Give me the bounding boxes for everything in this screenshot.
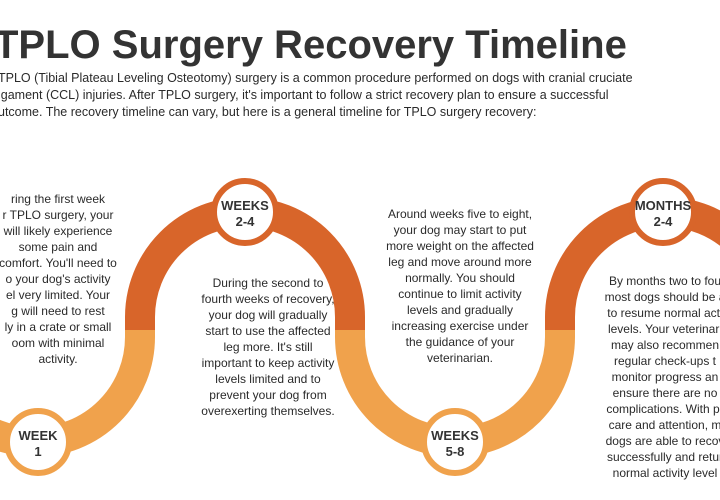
stage-text: may also recommen: [611, 338, 719, 352]
stage-text: Around weeks five to eight,: [388, 207, 532, 221]
stage-label: WEEKS: [221, 198, 269, 213]
stage-label: WEEKS: [431, 428, 479, 443]
intro-line: igament (CCL) injuries. After TPLO surge…: [0, 88, 609, 102]
stage-text: overexerting themselves.: [201, 404, 334, 418]
stage-label: MONTHS: [635, 198, 692, 213]
stage-text: prevent your dog from: [209, 388, 326, 402]
stage-text: normally. You should: [405, 271, 515, 285]
stage-text: your dog will gradually: [209, 308, 328, 322]
stage-text: ly in a crate or small: [5, 320, 112, 334]
stage-text: comfort. You'll need to: [0, 256, 117, 270]
stage-text: ensure there are no: [613, 386, 718, 400]
stage-text: the guidance of your: [406, 335, 515, 349]
stage-text: will likely experience: [3, 224, 113, 238]
stage-badge: [629, 178, 697, 246]
stage-badge: [211, 178, 279, 246]
stage-text: increasing exercise under: [392, 319, 529, 333]
stage-text: more weight on the affected: [386, 239, 534, 253]
stage-text: levels. Your veterinari: [608, 322, 720, 336]
intro-line: TPLO (Tibial Plateau Leveling Osteotomy)…: [0, 71, 633, 85]
stage-text: some pain and: [19, 240, 98, 254]
stage-text: start to use the affected: [205, 324, 330, 338]
stage-text: to resume normal acti: [607, 306, 720, 320]
stage-label: 1: [34, 444, 41, 459]
stage-text: o your dog's activity: [5, 272, 110, 286]
stage-label: 2-4: [236, 214, 256, 229]
stage-text: By months two to fou: [609, 274, 720, 288]
stage-text: During the second to: [213, 276, 324, 290]
stage-text: most dogs should be a: [605, 290, 720, 304]
stage-text: leg and move around more: [388, 255, 532, 269]
stage-text: continue to limit activity: [398, 287, 521, 301]
stage-text: levels and gradually: [407, 303, 513, 317]
stage-text: veterinarian.: [427, 351, 493, 365]
stage-badge: [4, 408, 72, 476]
stage-text: monitor progress an: [612, 370, 719, 384]
stage-label: 5-8: [446, 444, 465, 459]
stage-text: your dog may start to put: [394, 223, 527, 237]
stage-text: important to keep activity: [202, 356, 335, 370]
intro-line: utcome. The recovery timeline can vary, …: [0, 105, 536, 119]
stage-text: oom with minimal: [12, 336, 105, 350]
stage-text: care and attention, m: [609, 418, 720, 432]
stage-text: g will need to rest: [11, 304, 105, 318]
stage-label: WEEK: [19, 428, 59, 443]
stage-text: fourth weeks of recovery,: [201, 292, 334, 306]
stage-text: leg more. It's still: [224, 340, 313, 354]
stage-text: r TPLO surgery, your: [3, 208, 114, 222]
stage-text: el very limited. Your: [6, 288, 110, 302]
stage-text: complications. With pr: [606, 402, 720, 416]
stage-badge: [421, 408, 489, 476]
stage-text: regular check-ups t: [614, 354, 717, 368]
stage-text: successfully and retur: [607, 450, 720, 464]
stage-text: levels limited and to: [215, 372, 321, 386]
stage-text: normal activity level: [613, 466, 718, 480]
stage-text: ring the first week: [11, 192, 106, 206]
timeline-wave: [0, 197, 720, 457]
stage-label: 2-4: [654, 214, 674, 229]
stage-text: activity.: [38, 352, 77, 366]
title: TPLO Surgery Recovery Timeline: [0, 23, 627, 67]
stage-text: dogs are able to recov: [606, 434, 720, 448]
